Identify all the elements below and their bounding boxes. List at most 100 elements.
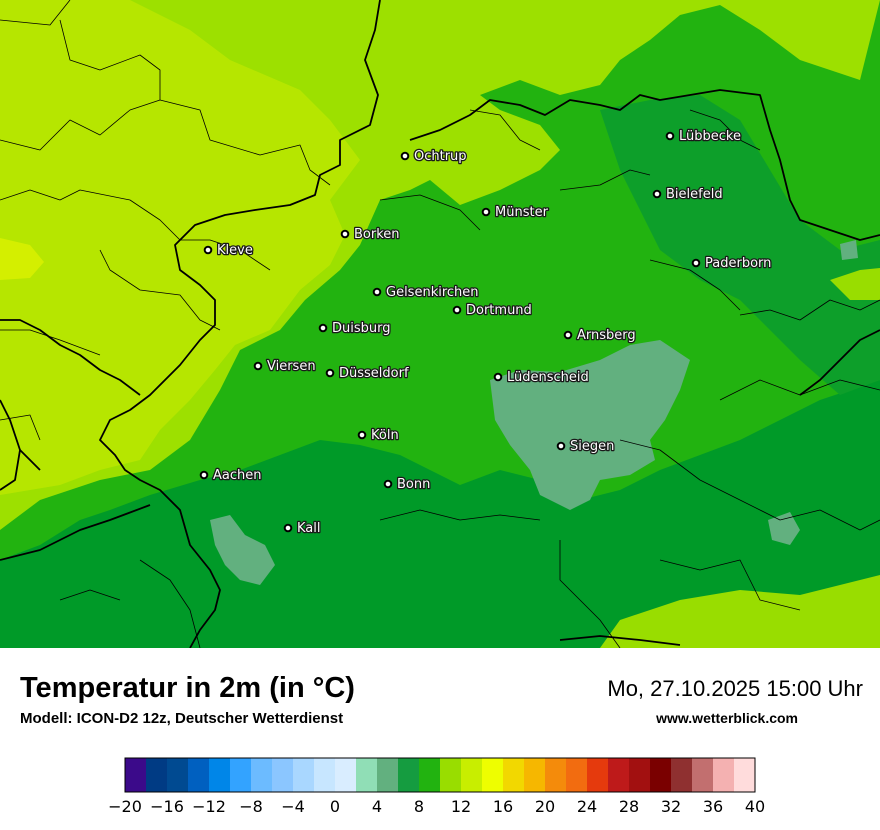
city-marker: Paderborn: [691, 255, 773, 272]
city-label: Bielefeld: [666, 187, 723, 202]
city-label: Bonn: [397, 477, 430, 492]
legend-swatch: [503, 758, 525, 792]
temperature-zone-4c-small: [768, 512, 800, 545]
city-marker: Köln: [357, 427, 400, 444]
city-label: Paderborn: [705, 256, 771, 271]
city-marker: Lübbecke: [665, 128, 742, 145]
city-dot: [253, 361, 263, 371]
color-legend: −20 −16 −12 −8 −4 0 4 8 12 16 20 24 28 32 36 40: [108, 757, 765, 816]
legend-swatch: [734, 758, 756, 792]
city-label: Düsseldorf: [339, 366, 409, 381]
city-dot: [652, 189, 662, 199]
city-marker: Viersen: [253, 358, 317, 375]
legend-swatch: [545, 758, 567, 792]
legend-swatch: [650, 758, 672, 792]
temperature-zone-4c-small2: [840, 240, 858, 260]
city-marker: Arnsberg: [563, 327, 637, 344]
model-source-label: Modell: ICON-D2 12z, Deutscher Wetterdie…: [20, 710, 344, 727]
temperature-map[interactable]: Lübbecke Ochtrup Bielefeld Münster Borken Kle…: [0, 0, 880, 648]
district-borders: [0, 0, 880, 648]
city-label: Ochtrup: [414, 149, 467, 164]
legend-swatch: [356, 758, 378, 792]
legend-swatch: [230, 758, 252, 792]
legend-swatch: [188, 758, 210, 792]
legend-tick-label: 20: [535, 797, 555, 816]
website-link[interactable]: www.wetterblick.com: [656, 710, 798, 726]
city-dot: [325, 368, 335, 378]
city-dot: [481, 207, 491, 217]
legend-ticks: −20 −16 −12 −8 −4 0 4 8 12 16 20 24 28 32 36 40: [108, 797, 765, 816]
legend-swatch: [566, 758, 588, 792]
legend-swatch: [314, 758, 336, 792]
city-marker: Duisburg: [318, 320, 392, 337]
legend-swatch: [335, 758, 357, 792]
legend-swatch: [419, 758, 441, 792]
state-borders: [0, 0, 880, 648]
legend-swatch: [377, 758, 399, 792]
city-label: Kall: [297, 521, 321, 536]
city-dot: [400, 151, 410, 161]
legend-tick-label: −12: [192, 797, 226, 816]
legend-swatch: [293, 758, 315, 792]
city-marker: Düsseldorf: [325, 365, 410, 382]
city-label: Lüdenscheid: [507, 370, 589, 385]
legend-tick-label: 4: [372, 797, 382, 816]
legend-swatch: [461, 758, 483, 792]
city-marker: Borken: [340, 226, 401, 243]
city-marker: Lüdenscheid: [493, 369, 590, 386]
city-dot: [556, 441, 566, 451]
temperature-zone-11c: [0, 238, 44, 280]
city-dot: [372, 287, 382, 297]
legend-tick-label: 0: [330, 797, 340, 816]
city-marker: Ochtrup: [400, 148, 468, 165]
temperature-zone-4c-eifel: [210, 515, 275, 585]
city-dot: [357, 430, 367, 440]
city-label: Borken: [354, 227, 400, 242]
legend-tick-label: 24: [577, 797, 597, 816]
legend-swatches: [124, 757, 756, 793]
city-label: Kleve: [217, 243, 253, 258]
city-dot: [493, 372, 503, 382]
city-marker: Bonn: [383, 476, 432, 493]
city-dot: [199, 470, 209, 480]
info-panel: Temperatur in 2m (in °C) Modell: ICON-D2…: [0, 648, 880, 830]
temperature-zone-9c: [0, 0, 360, 495]
city-label: Dortmund: [466, 303, 532, 318]
city-marker: Aachen: [199, 467, 263, 484]
temperature-zone-4c-sauerland: [490, 340, 690, 510]
city-dot: [383, 479, 393, 489]
legend-swatch: [272, 758, 294, 792]
legend-frame: [124, 757, 756, 793]
city-marker: Siegen: [556, 438, 616, 455]
legend-swatch: [608, 758, 630, 792]
map-title: Temperatur in 2m (in °C): [20, 672, 355, 704]
legend-swatch: [713, 758, 735, 792]
legend-tick-label: 40: [745, 797, 765, 816]
legend-tick-label: 16: [493, 797, 513, 816]
legend-swatch: [524, 758, 546, 792]
city-dot: [563, 330, 573, 340]
city-label: Münster: [495, 205, 549, 220]
city-label: Lübbecke: [679, 129, 741, 144]
valid-datetime: Mo, 27.10.2025 15:00 Uhr: [607, 676, 863, 701]
legend-tick-label: 32: [661, 797, 681, 816]
city-label: Aachen: [213, 468, 261, 483]
legend-tick-label: 36: [703, 797, 723, 816]
legend-swatch: [146, 758, 168, 792]
legend-swatch: [629, 758, 651, 792]
city-dot: [665, 131, 675, 141]
city-marker: Bielefeld: [652, 186, 724, 203]
legend-tick-label: −4: [281, 797, 305, 816]
city-label: Gelsenkirchen: [386, 285, 479, 300]
city-marker: Dortmund: [452, 302, 533, 319]
city-dot: [691, 258, 701, 268]
legend-swatch: [692, 758, 714, 792]
temperature-zone-7c-north: [600, 95, 880, 395]
temperature-zone-10c-patch-e: [830, 268, 880, 300]
legend-swatch: [251, 758, 273, 792]
legend-tick-label: 8: [414, 797, 424, 816]
legend-tick-label: 28: [619, 797, 639, 816]
legend-swatch: [440, 758, 462, 792]
legend-swatch: [398, 758, 420, 792]
city-dot: [318, 323, 328, 333]
